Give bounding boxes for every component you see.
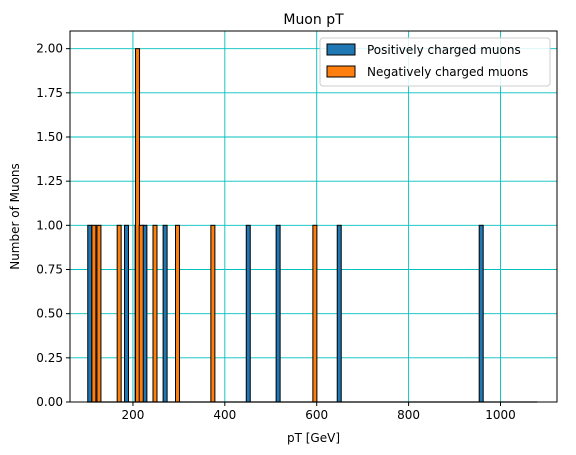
- legend-label-positive: Positively charged muons: [367, 43, 521, 57]
- y-tick-label: 0.50: [36, 307, 63, 321]
- bar-positive: [336, 224, 342, 403]
- plot-frame: [69, 30, 558, 403]
- x-axis-label: pT [GeV]: [287, 431, 340, 445]
- y-tick-label: 1.75: [36, 86, 63, 100]
- legend-swatch-negative: [326, 65, 356, 78]
- y-tick-label: 1.00: [36, 218, 63, 232]
- bar-negative: [138, 224, 144, 403]
- bar-negative: [96, 224, 102, 403]
- y-tick-label: 0.75: [36, 263, 63, 277]
- bar-negative: [312, 224, 318, 403]
- bar-positive: [275, 224, 281, 403]
- x-tick-label: 1000: [485, 408, 516, 422]
- chart-title: Muon pT: [283, 12, 344, 28]
- ticks: 200 400 600 800 1000 0.00 0.25 0.50 0.75 1.00 1.25…: [36, 42, 515, 422]
- y-tick-label: 1.25: [36, 174, 63, 188]
- bar-positive: [478, 224, 484, 403]
- x-tick-label: 800: [397, 408, 420, 422]
- bar-positive: [124, 224, 130, 403]
- bar-negative: [175, 224, 181, 403]
- x-tick-label: 600: [305, 408, 328, 422]
- legend-swatch-positive: [326, 43, 356, 56]
- y-tick-label: 1.50: [36, 130, 63, 144]
- y-tick-label: 2.00: [36, 42, 63, 56]
- legend-box: [319, 37, 551, 87]
- bar-positive: [87, 224, 93, 403]
- y-tick-label: 0.00: [36, 395, 63, 409]
- bar-negative: [116, 224, 122, 403]
- x-tick-label: 200: [121, 408, 144, 422]
- bar-positive: [245, 224, 251, 403]
- legend: Positively charged muons Negatively char…: [319, 37, 551, 87]
- y-axis-label: Number of Muons: [8, 163, 22, 270]
- bar-negative: [210, 224, 216, 403]
- y-tick-label: 0.25: [36, 351, 63, 365]
- legend-label-negative: Negatively charged muons: [367, 65, 528, 79]
- bar-positive: [162, 224, 168, 403]
- bar-negative: [91, 224, 97, 403]
- bar-negative: [152, 224, 158, 403]
- x-tick-label: 400: [213, 408, 236, 422]
